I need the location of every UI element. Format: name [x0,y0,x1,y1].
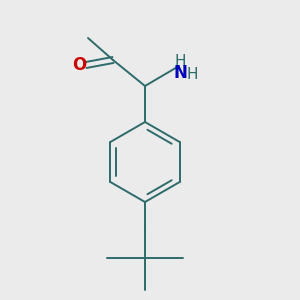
Text: H: H [174,53,186,68]
Text: O: O [72,56,86,74]
Text: H: H [186,67,198,82]
Text: N: N [173,64,187,82]
